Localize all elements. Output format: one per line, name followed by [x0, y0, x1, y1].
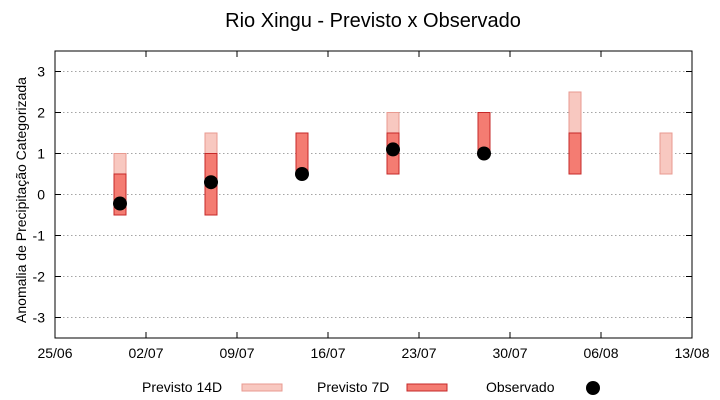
y-tick-label-1: -2	[33, 269, 46, 285]
x-tick-label-0: 25/06	[37, 345, 72, 361]
observado-point-1	[204, 175, 218, 190]
observado-point-0	[113, 196, 127, 211]
y-tick-label-5: 2	[37, 105, 45, 121]
x-tick-label-2: 09/07	[219, 345, 254, 361]
observado-point-2	[295, 167, 309, 181]
x-tick-label-7: 13/08	[674, 345, 709, 361]
legend-label-previsto-7d: Previsto 7D	[317, 379, 389, 395]
y-tick-label-0: -3	[33, 310, 46, 326]
legend-label-previsto-14d: Previsto 14D	[142, 379, 222, 395]
grid	[55, 71, 692, 318]
legend-swatch-previsto-14d	[241, 383, 283, 392]
y-axis-ticks: -3 -2 -1 0 1 2 3	[33, 64, 692, 326]
legend-label-observado: Observado	[486, 379, 555, 395]
x-tick-label-3: 16/07	[310, 345, 345, 361]
legend: Previsto 14D Previsto 7D Observado	[142, 379, 600, 395]
legend-swatch-previsto-7d	[406, 383, 448, 392]
y-tick-label-2: -1	[33, 228, 46, 244]
y-tick-label-4: 1	[37, 146, 45, 162]
previsto-14d-bar-3	[568, 91, 582, 134]
x-tick-label-5: 30/07	[492, 345, 527, 361]
previsto-14d-bar-4	[659, 132, 673, 175]
x-tick-label-4: 23/07	[401, 345, 436, 361]
x-axis-ticks: 25/06 02/07 09/07 16/07 23/07 30/07 06/08 13/08	[37, 51, 710, 361]
plot-area	[113, 91, 673, 216]
observado-point-4	[477, 146, 491, 161]
y-tick-label-3: 0	[37, 187, 45, 203]
chart-title: Rio Xingu - Previsto x Observado	[225, 10, 521, 32]
observado-point-3	[386, 142, 400, 157]
y-axis-label: Anomalia de Precipitação Categorizada	[13, 77, 29, 323]
previsto-7d-bar-5	[568, 132, 582, 175]
y-tick-label-6: 3	[37, 64, 45, 80]
legend-swatch-observado	[586, 381, 600, 395]
x-tick-label-1: 02/07	[128, 345, 163, 361]
x-tick-label-6: 06/08	[583, 345, 618, 361]
